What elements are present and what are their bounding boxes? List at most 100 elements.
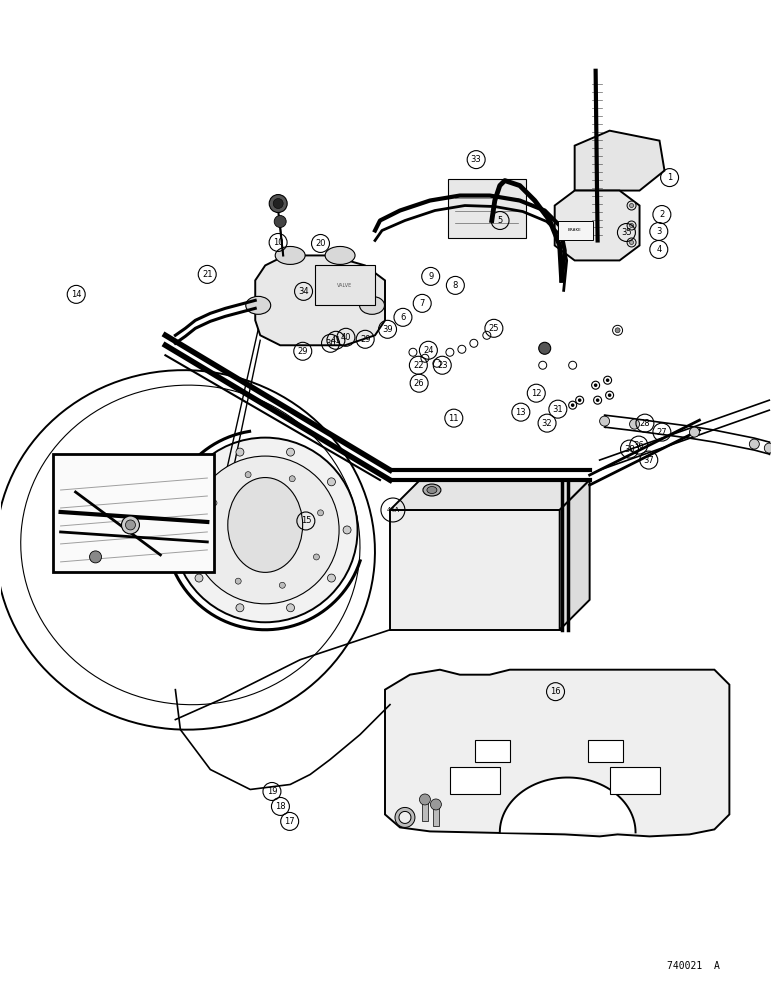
Circle shape bbox=[313, 554, 320, 560]
Ellipse shape bbox=[228, 478, 303, 572]
Ellipse shape bbox=[191, 456, 339, 604]
Text: 8: 8 bbox=[452, 281, 458, 290]
Ellipse shape bbox=[275, 246, 305, 264]
Text: 20: 20 bbox=[315, 239, 326, 248]
Text: 34: 34 bbox=[298, 287, 309, 296]
Circle shape bbox=[629, 419, 639, 429]
Bar bbox=[557, 221, 593, 240]
Circle shape bbox=[327, 574, 335, 582]
Ellipse shape bbox=[423, 484, 441, 496]
Text: 21: 21 bbox=[202, 270, 212, 279]
Text: BRAKE: BRAKE bbox=[567, 228, 581, 232]
Text: 740021  A: 740021 A bbox=[666, 961, 720, 971]
Text: 4: 4 bbox=[656, 245, 662, 254]
Text: 6: 6 bbox=[400, 313, 405, 322]
Circle shape bbox=[594, 383, 598, 387]
Text: 37: 37 bbox=[643, 456, 654, 465]
Circle shape bbox=[596, 398, 599, 402]
Polygon shape bbox=[560, 480, 590, 630]
Text: 28: 28 bbox=[640, 419, 650, 428]
Polygon shape bbox=[256, 255, 385, 345]
Circle shape bbox=[236, 448, 244, 456]
Circle shape bbox=[578, 398, 581, 402]
Circle shape bbox=[286, 448, 294, 456]
Bar bbox=[433, 804, 439, 826]
Text: 27: 27 bbox=[656, 428, 667, 437]
Circle shape bbox=[627, 201, 636, 210]
Text: 1: 1 bbox=[667, 173, 672, 182]
Text: 44A: 44A bbox=[387, 507, 399, 513]
Circle shape bbox=[195, 478, 203, 486]
Ellipse shape bbox=[245, 296, 271, 314]
Circle shape bbox=[235, 578, 241, 584]
Circle shape bbox=[245, 472, 251, 478]
Circle shape bbox=[615, 328, 620, 333]
Circle shape bbox=[629, 240, 634, 244]
Circle shape bbox=[539, 342, 550, 354]
Text: 2: 2 bbox=[659, 210, 665, 219]
Polygon shape bbox=[499, 778, 635, 832]
Circle shape bbox=[269, 195, 287, 213]
Circle shape bbox=[207, 544, 213, 550]
Circle shape bbox=[343, 526, 351, 534]
Ellipse shape bbox=[325, 246, 355, 264]
Text: 32: 32 bbox=[542, 419, 553, 428]
Text: 12: 12 bbox=[531, 389, 541, 398]
Circle shape bbox=[627, 238, 636, 247]
Circle shape bbox=[274, 216, 286, 227]
Polygon shape bbox=[385, 670, 730, 836]
Bar bbox=[450, 767, 499, 794]
Text: 14: 14 bbox=[71, 290, 82, 299]
Circle shape bbox=[126, 520, 135, 530]
Circle shape bbox=[431, 799, 442, 810]
Circle shape bbox=[750, 439, 760, 449]
Text: 18: 18 bbox=[275, 802, 286, 811]
Text: 40: 40 bbox=[340, 333, 351, 342]
Circle shape bbox=[286, 604, 294, 612]
Text: 15: 15 bbox=[300, 516, 311, 525]
Circle shape bbox=[179, 526, 188, 534]
Bar bbox=[52, 454, 215, 572]
Text: 9: 9 bbox=[428, 272, 433, 281]
Circle shape bbox=[600, 416, 610, 426]
Ellipse shape bbox=[173, 438, 357, 622]
Circle shape bbox=[273, 199, 283, 209]
Text: 38: 38 bbox=[624, 445, 635, 454]
Bar bbox=[315, 265, 375, 305]
Circle shape bbox=[121, 516, 140, 534]
Bar bbox=[587, 740, 622, 762]
Text: 25: 25 bbox=[489, 324, 499, 333]
Circle shape bbox=[236, 604, 244, 612]
Circle shape bbox=[764, 443, 772, 453]
Text: 7: 7 bbox=[419, 299, 425, 308]
Circle shape bbox=[195, 574, 203, 582]
Text: VALVE: VALVE bbox=[337, 283, 353, 288]
Text: 36: 36 bbox=[633, 441, 644, 450]
Circle shape bbox=[606, 378, 609, 382]
Bar bbox=[390, 510, 560, 630]
Text: 41: 41 bbox=[330, 336, 341, 345]
Polygon shape bbox=[555, 191, 639, 260]
Text: 30: 30 bbox=[325, 339, 336, 348]
Circle shape bbox=[211, 500, 217, 506]
Circle shape bbox=[419, 794, 431, 805]
Polygon shape bbox=[390, 480, 590, 510]
Text: 11: 11 bbox=[449, 414, 459, 423]
Text: 16: 16 bbox=[550, 687, 560, 696]
Circle shape bbox=[290, 476, 295, 482]
Circle shape bbox=[689, 427, 699, 437]
Circle shape bbox=[629, 223, 634, 227]
Bar bbox=[475, 740, 510, 762]
Text: 33: 33 bbox=[471, 155, 482, 164]
Polygon shape bbox=[574, 131, 665, 191]
Text: 3: 3 bbox=[656, 227, 662, 236]
Text: 35: 35 bbox=[621, 228, 631, 237]
Bar bbox=[422, 799, 428, 821]
Text: 23: 23 bbox=[437, 361, 448, 370]
Text: 5: 5 bbox=[497, 216, 503, 225]
Circle shape bbox=[317, 510, 323, 516]
Text: 10: 10 bbox=[273, 238, 283, 247]
Circle shape bbox=[571, 403, 574, 407]
Text: 29: 29 bbox=[297, 347, 308, 356]
Text: 26: 26 bbox=[414, 379, 425, 388]
